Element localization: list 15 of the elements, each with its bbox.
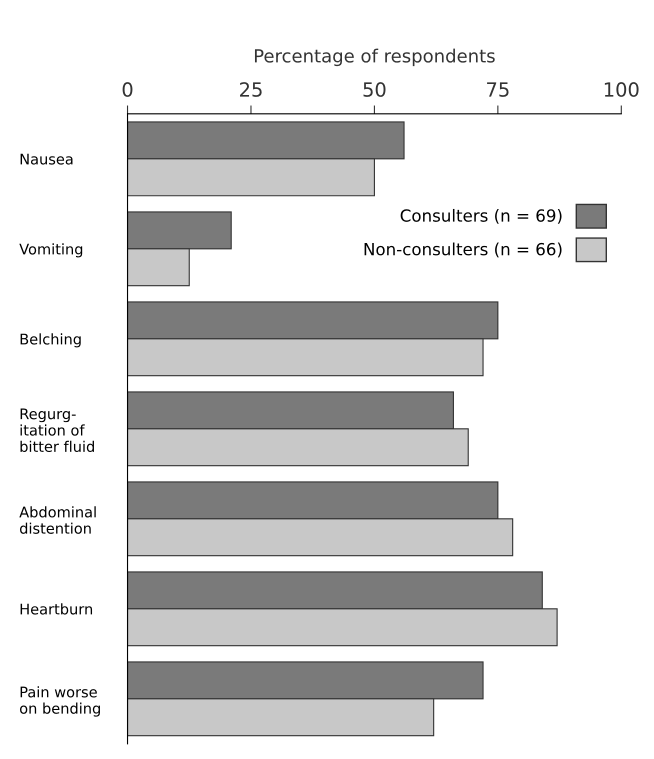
legend-label: Non-consulters (n = 66) bbox=[364, 242, 562, 258]
y-tick-label: Belching bbox=[20, 333, 81, 348]
y-tick-label: Vomiting bbox=[19, 243, 82, 258]
legend-label: Consulters (n = 69) bbox=[400, 208, 562, 224]
y-tick-label: Regurg- itation of bitter fluid bbox=[20, 408, 94, 452]
x-tick-label: 50 bbox=[364, 82, 386, 97]
y-tick-label: Heartburn bbox=[20, 603, 92, 615]
x-tick-label: 75 bbox=[487, 82, 509, 97]
x-tick-label: 0 bbox=[122, 82, 132, 97]
x-tick-label: 100 bbox=[604, 82, 639, 97]
x-tick-label: 25 bbox=[240, 82, 262, 97]
y-tick-label: Abdominal distention bbox=[19, 506, 96, 534]
y-tick-label: Pain worse on bending bbox=[20, 686, 100, 717]
x-axis-title: Percentage of respondents bbox=[254, 48, 495, 66]
y-tick-label: Nausea bbox=[20, 154, 72, 165]
